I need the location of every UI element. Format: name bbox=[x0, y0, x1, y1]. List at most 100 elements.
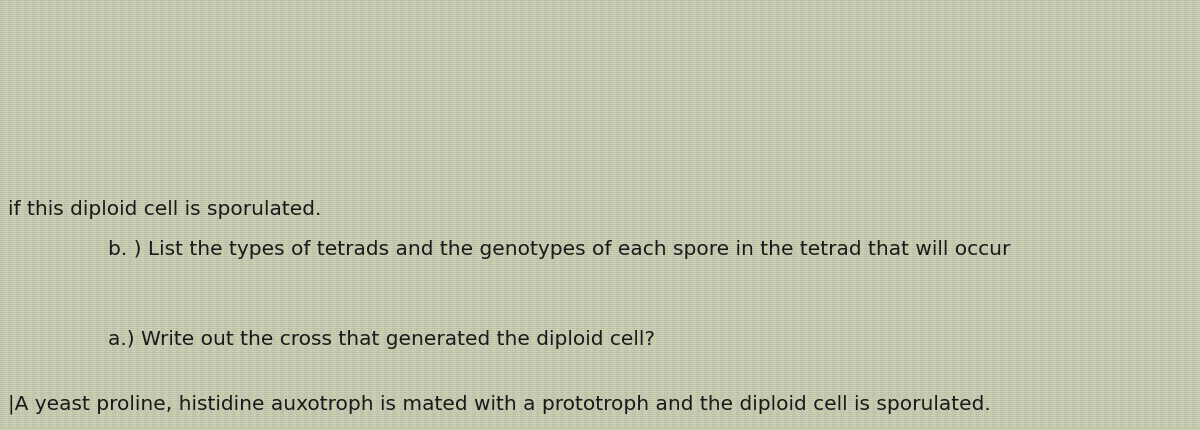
Bar bbox=[484, 0, 488, 430]
Bar bbox=[0, 233, 1200, 234]
Bar bbox=[256, 0, 260, 430]
Bar bbox=[0, 326, 1200, 327]
Bar bbox=[0, 0, 1200, 1]
Bar bbox=[0, 117, 1200, 118]
Bar bbox=[888, 0, 892, 430]
Bar bbox=[0, 306, 1200, 307]
Bar bbox=[0, 98, 1200, 99]
Bar bbox=[0, 329, 1200, 330]
Bar bbox=[0, 290, 1200, 291]
Bar bbox=[1116, 0, 1120, 430]
Bar bbox=[0, 382, 1200, 383]
Bar bbox=[0, 381, 1200, 382]
Bar bbox=[0, 280, 1200, 281]
Bar bbox=[0, 73, 1200, 74]
Bar bbox=[0, 69, 1200, 70]
Bar bbox=[1052, 0, 1056, 430]
Bar bbox=[104, 0, 108, 430]
Bar bbox=[0, 422, 1200, 423]
Bar bbox=[0, 26, 1200, 27]
Bar bbox=[0, 134, 1200, 135]
Bar bbox=[660, 0, 664, 430]
Bar bbox=[0, 322, 1200, 323]
Bar bbox=[0, 116, 1200, 117]
Text: if this diploid cell is sporulated.: if this diploid cell is sporulated. bbox=[8, 200, 322, 218]
Bar bbox=[672, 0, 676, 430]
Bar bbox=[0, 183, 1200, 184]
Bar bbox=[0, 137, 1200, 138]
Bar bbox=[0, 317, 1200, 318]
Bar bbox=[1168, 0, 1172, 430]
Bar bbox=[0, 400, 1200, 401]
Bar bbox=[0, 174, 1200, 175]
Bar bbox=[0, 265, 1200, 266]
Bar bbox=[0, 321, 1200, 322]
Bar bbox=[0, 43, 1200, 44]
Bar bbox=[524, 0, 528, 430]
Bar bbox=[0, 304, 1200, 305]
Bar bbox=[152, 0, 156, 430]
Bar bbox=[0, 253, 1200, 255]
Bar bbox=[0, 299, 1200, 300]
Bar bbox=[0, 384, 1200, 385]
Bar bbox=[908, 0, 912, 430]
Bar bbox=[0, 132, 1200, 133]
Bar bbox=[0, 247, 1200, 249]
Bar bbox=[0, 140, 1200, 141]
Bar bbox=[1036, 0, 1040, 430]
Bar bbox=[0, 291, 1200, 292]
Bar bbox=[0, 154, 1200, 155]
Bar bbox=[0, 358, 1200, 359]
Bar bbox=[0, 58, 1200, 59]
Bar bbox=[0, 99, 1200, 100]
Bar bbox=[280, 0, 284, 430]
Text: |A yeast proline, histidine auxotroph is mated with a prototroph and the diploid: |A yeast proline, histidine auxotroph is… bbox=[8, 394, 991, 414]
Bar bbox=[0, 316, 1200, 317]
Bar bbox=[184, 0, 188, 430]
Bar bbox=[0, 21, 1200, 22]
Bar bbox=[32, 0, 36, 430]
Bar bbox=[0, 303, 1200, 304]
Bar bbox=[0, 234, 1200, 236]
Bar bbox=[0, 267, 1200, 268]
Bar bbox=[0, 394, 1200, 395]
Bar bbox=[0, 313, 1200, 314]
Bar bbox=[0, 123, 1200, 124]
Bar bbox=[0, 427, 1200, 428]
Bar bbox=[0, 240, 1200, 241]
Bar bbox=[360, 0, 364, 430]
Bar bbox=[260, 0, 264, 430]
Bar bbox=[1032, 0, 1036, 430]
Bar bbox=[0, 196, 1200, 197]
Bar bbox=[1156, 0, 1160, 430]
Bar bbox=[396, 0, 400, 430]
Bar bbox=[0, 278, 1200, 280]
Bar bbox=[116, 0, 120, 430]
Bar bbox=[44, 0, 48, 430]
Bar bbox=[0, 330, 1200, 331]
Bar bbox=[0, 421, 1200, 422]
Bar bbox=[0, 2, 1200, 3]
Bar bbox=[0, 374, 1200, 375]
Bar bbox=[0, 211, 1200, 212]
Bar bbox=[0, 75, 1200, 76]
Bar bbox=[764, 0, 768, 430]
Bar bbox=[1136, 0, 1140, 430]
Bar bbox=[220, 0, 224, 430]
Bar bbox=[0, 129, 1200, 130]
Bar bbox=[1192, 0, 1196, 430]
Bar bbox=[648, 0, 652, 430]
Bar bbox=[304, 0, 308, 430]
Bar bbox=[0, 286, 1200, 287]
Bar bbox=[1140, 0, 1144, 430]
Bar bbox=[0, 389, 1200, 390]
Bar bbox=[1084, 0, 1088, 430]
Bar bbox=[0, 153, 1200, 154]
Bar bbox=[436, 0, 440, 430]
Bar bbox=[0, 33, 1200, 34]
Bar bbox=[0, 348, 1200, 349]
Bar bbox=[0, 413, 1200, 414]
Bar bbox=[956, 0, 960, 430]
Bar bbox=[348, 0, 352, 430]
Bar bbox=[0, 136, 1200, 137]
